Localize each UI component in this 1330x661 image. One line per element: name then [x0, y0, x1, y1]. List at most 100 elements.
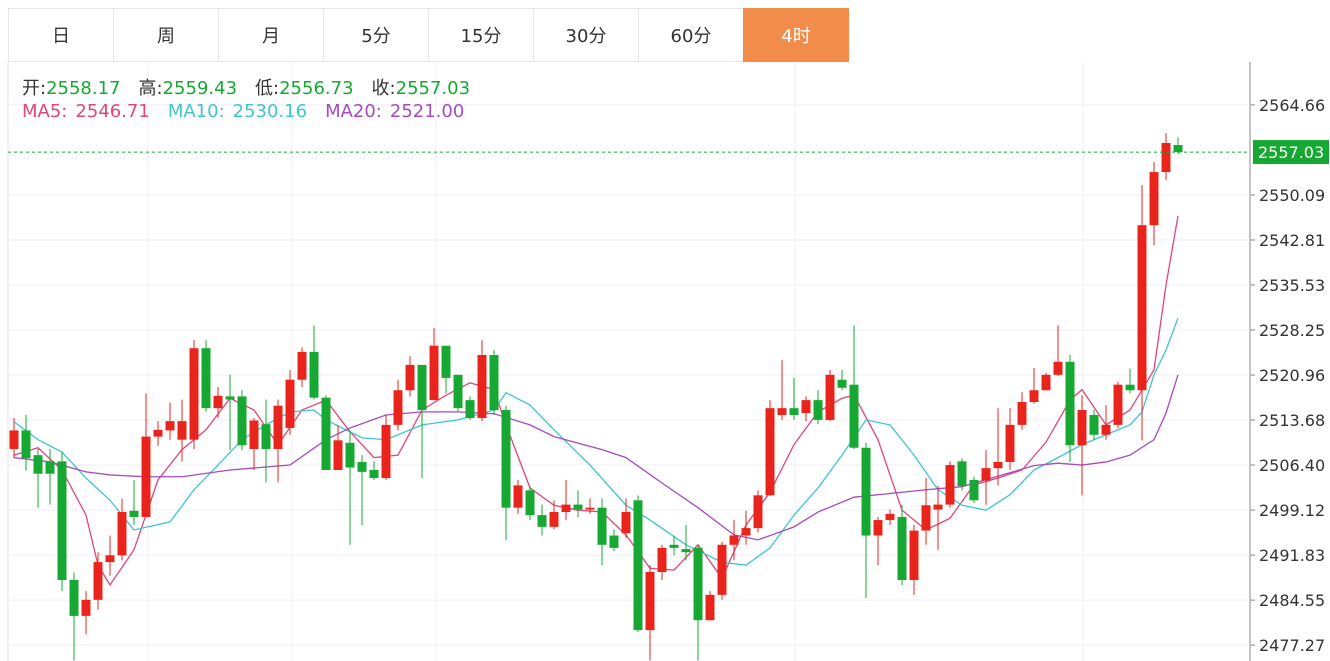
candle-body	[249, 420, 259, 449]
candle-body	[765, 408, 775, 496]
ma-lines	[13, 215, 1179, 587]
ohlc-label: 开:	[22, 78, 47, 99]
candle-body	[1101, 424, 1111, 435]
candle-body	[165, 421, 175, 431]
tab[interactable]: 月	[218, 8, 323, 62]
ma-line	[13, 215, 1179, 587]
tab[interactable]: 5分	[323, 8, 428, 62]
candle-body	[45, 461, 55, 474]
candle-body	[657, 547, 667, 572]
candle-body	[141, 436, 151, 517]
candle-body	[393, 390, 403, 425]
y-tick-label: 2484.55	[1259, 591, 1325, 610]
candle-body	[273, 405, 283, 449]
candle-body	[453, 374, 463, 409]
tab[interactable]: 周	[113, 8, 218, 62]
candle-body	[801, 400, 811, 414]
y-tick-label: 2528.25	[1259, 321, 1325, 340]
candle-body	[1017, 401, 1027, 425]
candle-body	[1005, 424, 1015, 462]
candle-body	[813, 400, 823, 420]
ohlc-value: 2557.03	[395, 78, 471, 99]
candle-body	[21, 430, 31, 459]
candle-body	[225, 396, 235, 400]
ohlc-label: 收:	[371, 78, 396, 99]
tab[interactable]: 60分	[638, 8, 743, 62]
candle-body	[969, 479, 979, 501]
candle-body	[1149, 172, 1159, 226]
candle-body	[1161, 142, 1171, 173]
ma-line	[13, 317, 1179, 566]
candle-body	[1041, 374, 1051, 391]
candle-body	[9, 430, 19, 449]
candle-body	[597, 507, 607, 545]
legend-label: MA5:	[22, 101, 68, 122]
candle-body	[789, 408, 799, 415]
candle-body	[1137, 225, 1147, 391]
candle-body	[237, 396, 247, 446]
candle-body	[261, 424, 271, 449]
candle-body	[1029, 390, 1039, 402]
candle-body	[1125, 384, 1135, 391]
candle-body	[81, 599, 91, 616]
candle-body	[321, 397, 331, 470]
candle-body	[333, 440, 343, 470]
candle-body	[993, 461, 1003, 469]
y-tick-label: 2520.96	[1259, 366, 1325, 385]
candle-body	[825, 374, 835, 420]
candle-body	[981, 468, 991, 481]
candle-body	[537, 515, 547, 527]
candle-body	[465, 400, 475, 419]
candle-body	[69, 580, 79, 616]
ohlc-value: 2559.43	[162, 78, 238, 99]
candle-body	[561, 504, 571, 513]
candle-body	[681, 549, 691, 553]
legend-label: MA20:	[325, 101, 382, 122]
candle-body	[213, 395, 223, 409]
candle-body	[717, 544, 727, 595]
candle-body	[585, 507, 595, 510]
candle-body	[357, 461, 367, 472]
candle-body	[669, 544, 679, 548]
candle-body	[729, 535, 739, 545]
candle-body	[645, 571, 655, 631]
candle-body	[309, 351, 319, 398]
candle-body	[873, 520, 883, 536]
candle-body	[777, 408, 787, 415]
last-price-badge	[1253, 140, 1329, 165]
candle-body	[1173, 145, 1183, 153]
candle-body	[501, 410, 511, 508]
tab[interactable]: 日	[8, 8, 113, 62]
candle-body	[153, 429, 163, 437]
candle-body	[897, 516, 907, 581]
candle-body	[1053, 361, 1063, 375]
tab[interactable]: 15分	[428, 8, 533, 62]
candle-body	[921, 505, 931, 531]
candle-body	[381, 424, 391, 479]
candle-body	[705, 594, 715, 621]
tab[interactable]: 4时	[743, 8, 849, 62]
candle-body	[549, 512, 559, 527]
candle-body	[369, 469, 379, 479]
ohlc-readout: 开:2558.17 高:2559.43 低:2556.73 收:2557.03	[22, 74, 470, 100]
y-tick-label: 2564.66	[1259, 96, 1325, 115]
candle-body	[933, 504, 943, 510]
last-price-label: 2557.03	[1258, 143, 1324, 162]
candle-body	[33, 455, 43, 474]
legend-value: 2546.71	[75, 101, 150, 122]
candle-body	[861, 447, 871, 536]
candle-body	[201, 348, 211, 409]
tab[interactable]: 30分	[533, 8, 638, 62]
candle-body	[345, 442, 355, 468]
candles	[9, 133, 1183, 661]
candle-body	[489, 355, 499, 411]
candle-body	[525, 490, 535, 516]
y-tick-label: 2550.09	[1259, 186, 1325, 205]
candle-body	[1077, 410, 1087, 446]
ma-readout: MA5: 2546.71 MA10: 2530.16 MA20: 2521.00	[22, 101, 464, 122]
y-tick-label: 2513.68	[1259, 411, 1325, 430]
candle-body	[57, 461, 67, 581]
candle-body	[405, 364, 415, 391]
candle-body	[477, 355, 487, 419]
candle-body	[297, 351, 307, 380]
